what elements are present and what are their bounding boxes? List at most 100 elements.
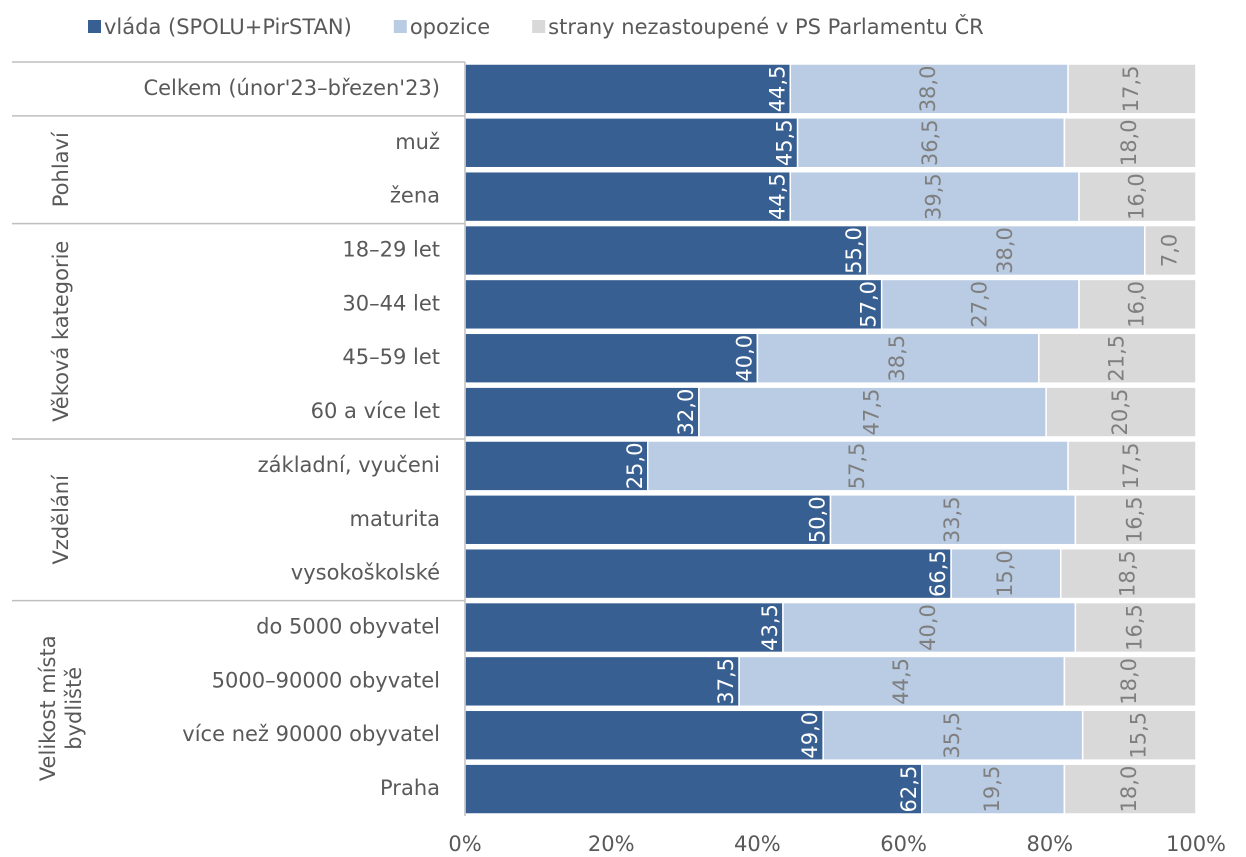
bar-segment bbox=[950, 547, 1062, 600]
category-label: žena bbox=[390, 184, 440, 208]
value-label: 25,0 bbox=[623, 443, 647, 490]
bar-segment bbox=[829, 494, 1077, 546]
value-label: 16,0 bbox=[1125, 281, 1149, 328]
value-label: 50,0 bbox=[806, 496, 830, 543]
bar-segment bbox=[1045, 386, 1197, 438]
bar-segment bbox=[464, 709, 824, 761]
bar-segment bbox=[464, 224, 868, 277]
bar-segment bbox=[1063, 763, 1197, 815]
category-label: Praha bbox=[380, 776, 440, 800]
bar-segment bbox=[464, 63, 792, 115]
value-label: 18,5 bbox=[1115, 550, 1139, 597]
bar-segment bbox=[698, 386, 1047, 438]
bar-segment bbox=[1078, 278, 1197, 331]
value-label: 57,5 bbox=[845, 443, 869, 490]
value-label: 62,5 bbox=[897, 766, 921, 813]
value-label: 21,5 bbox=[1104, 335, 1128, 382]
bar-segment bbox=[1063, 117, 1197, 169]
group-label: bydliště bbox=[62, 667, 86, 750]
bar-segment bbox=[464, 117, 799, 169]
value-label: 20,5 bbox=[1108, 389, 1132, 436]
value-label: 44,5 bbox=[889, 658, 913, 705]
category-label: 60 a více let bbox=[311, 399, 440, 423]
value-label: 17,5 bbox=[1119, 443, 1143, 490]
x-tick-label: 100% bbox=[1166, 832, 1226, 853]
bar-segment bbox=[796, 117, 1066, 169]
value-label: 47,5 bbox=[860, 389, 884, 436]
group-label: Věková kategorie bbox=[49, 241, 73, 422]
value-label: 35,5 bbox=[940, 712, 964, 759]
category-label: 18–29 let bbox=[342, 238, 440, 262]
bar-segment bbox=[464, 494, 832, 546]
bar-segment bbox=[1067, 63, 1197, 115]
category-label: základní, vyučeni bbox=[258, 453, 440, 477]
value-label: 55,0 bbox=[842, 227, 866, 274]
value-label: 44,5 bbox=[765, 66, 789, 113]
group-label: Pohlaví bbox=[49, 131, 73, 207]
category-label: muž bbox=[395, 130, 440, 154]
bar-segment bbox=[1144, 224, 1197, 277]
value-label: 37,5 bbox=[714, 658, 738, 705]
bar-segment bbox=[1060, 547, 1197, 600]
value-label: 40,0 bbox=[916, 604, 940, 651]
bar-segment bbox=[464, 655, 740, 708]
bar-segment bbox=[1063, 655, 1197, 708]
bar-segment bbox=[464, 763, 923, 815]
bar-segment bbox=[464, 332, 759, 384]
legend-swatch bbox=[532, 20, 546, 33]
bar-segment bbox=[880, 278, 1080, 331]
value-label: 57,0 bbox=[857, 281, 881, 328]
value-label: 19,5 bbox=[980, 766, 1004, 813]
value-label: 7,0 bbox=[1157, 234, 1181, 267]
x-tick-label: 80% bbox=[1026, 832, 1073, 853]
value-label: 16,0 bbox=[1125, 173, 1149, 220]
category-label: Celkem (únor'23–březen'23) bbox=[143, 76, 440, 100]
group-label: Vzdělání bbox=[49, 474, 73, 565]
value-label: 40,0 bbox=[732, 335, 756, 382]
bar-segment bbox=[822, 709, 1084, 761]
bar-segment bbox=[738, 655, 1066, 708]
bar-segment bbox=[789, 170, 1080, 223]
category-label: 30–44 let bbox=[342, 291, 440, 315]
bar-segment bbox=[789, 63, 1069, 115]
value-label: 18,0 bbox=[1117, 766, 1141, 813]
value-label: 15,5 bbox=[1126, 712, 1150, 759]
category-label: 5000–90000 obyvatel bbox=[212, 668, 440, 692]
bar-segment bbox=[866, 224, 1146, 277]
bar-segment bbox=[1081, 709, 1197, 761]
bar-segment bbox=[782, 601, 1077, 654]
value-label: 39,5 bbox=[922, 173, 946, 220]
value-label: 17,5 bbox=[1119, 66, 1143, 113]
x-tick-label: 60% bbox=[880, 832, 927, 853]
value-label: 32,0 bbox=[674, 389, 698, 436]
category-label: do 5000 obyvatel bbox=[256, 615, 440, 639]
legend-label: vláda (SPOLU+PirSTAN) bbox=[104, 15, 352, 39]
value-label: 38,0 bbox=[993, 227, 1017, 274]
value-label: 38,5 bbox=[885, 335, 909, 382]
bar-segment bbox=[1067, 440, 1197, 492]
bar-segment bbox=[1074, 494, 1197, 546]
value-label: 38,0 bbox=[916, 66, 940, 113]
value-label: 49,0 bbox=[798, 712, 822, 759]
value-label: 44,5 bbox=[765, 173, 789, 220]
legend-label: opozice bbox=[410, 15, 490, 39]
bar-segment bbox=[464, 547, 952, 600]
x-tick-label: 40% bbox=[734, 832, 781, 853]
group-label: Velikost místa bbox=[36, 635, 60, 781]
value-label: 16,5 bbox=[1123, 496, 1147, 543]
bar-segment bbox=[921, 763, 1066, 815]
category-label: 45–59 let bbox=[342, 345, 440, 369]
category-label: více než 90000 obyvatel bbox=[182, 722, 440, 746]
value-label: 27,0 bbox=[967, 281, 991, 328]
value-label: 18,0 bbox=[1117, 658, 1141, 705]
category-label: maturita bbox=[350, 507, 440, 531]
x-tick-label: 0% bbox=[448, 832, 481, 853]
value-label: 43,5 bbox=[758, 604, 782, 651]
bar-segment bbox=[1078, 170, 1197, 223]
bar-segment bbox=[1074, 601, 1197, 654]
value-label: 16,5 bbox=[1123, 604, 1147, 651]
category-label: vysokoškolské bbox=[291, 561, 440, 585]
bar-segment bbox=[464, 440, 649, 492]
bar-segment bbox=[464, 601, 784, 654]
